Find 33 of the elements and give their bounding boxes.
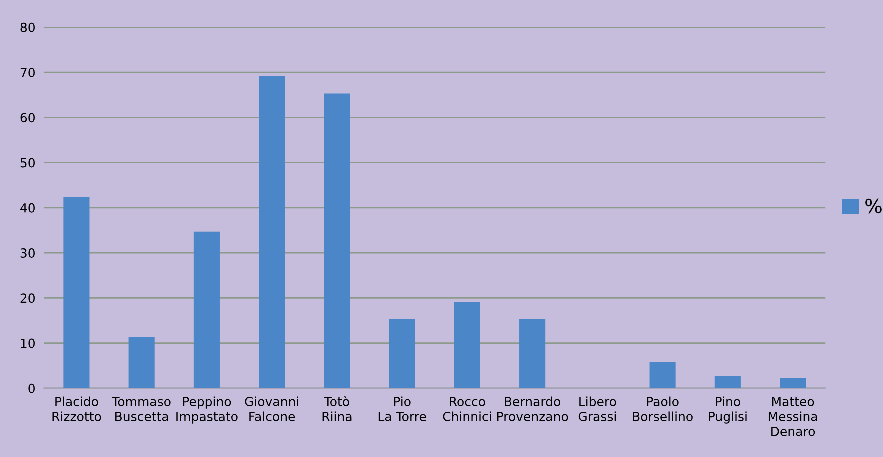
x-tick-label: Matteo Messina Denaro (768, 397, 818, 436)
bar (128, 337, 155, 388)
bar (259, 76, 286, 388)
x-tick-label: Giovanni Falcone (245, 396, 298, 422)
bar (324, 94, 350, 388)
bar (389, 319, 416, 388)
y-tick-label: 0 (28, 384, 35, 394)
bar (650, 362, 676, 388)
x-tick-label: Rocco Chinnici (443, 397, 492, 422)
y-tick-label: 30 (20, 248, 35, 258)
x-tick-label: Paolo Borsellino (633, 396, 693, 422)
y-tick-label: 50 (20, 158, 35, 168)
y-tick-label: 80 (20, 22, 35, 32)
y-tick-label: 40 (20, 203, 35, 213)
bar (454, 302, 480, 388)
x-tick-label: Totò Riina (322, 396, 352, 422)
y-tick-label: 60 (20, 113, 35, 123)
y-tick-label: 70 (20, 68, 35, 78)
x-tick-label: Placido Rizzotto (52, 396, 102, 422)
x-tick-label: Pino Puglisi (709, 396, 747, 424)
bar (714, 376, 741, 388)
legend-label: % (866, 198, 882, 214)
bar (520, 319, 546, 388)
y-tick-label: 20 (20, 294, 35, 304)
x-tick-label: Pio La Torre (378, 396, 426, 422)
bar (194, 232, 220, 388)
x-tick-label: Bernardo Provenzano (497, 396, 568, 422)
bar (780, 378, 806, 388)
x-tick-label: Peppino Impastato (176, 396, 238, 424)
x-tick-label: Libero Grassi (578, 396, 616, 422)
x-tick-label: Tommaso Buscetta (112, 397, 171, 422)
y-tick-label: 10 (21, 338, 35, 348)
bar (64, 197, 90, 388)
